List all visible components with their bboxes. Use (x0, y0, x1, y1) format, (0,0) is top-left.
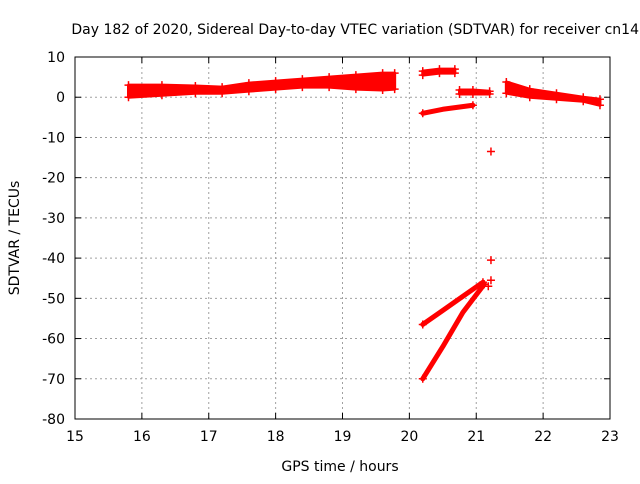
data-point (244, 79, 253, 88)
x-tick-label: 15 (66, 429, 84, 445)
data-point (378, 69, 387, 78)
y-tick-label: 0 (56, 90, 65, 106)
data-point (191, 81, 200, 90)
x-tick-label: 23 (601, 429, 619, 445)
x-axis-label: GPS time / hours (281, 459, 398, 475)
data-point (502, 89, 511, 98)
y-tick-label: 10 (47, 50, 65, 66)
x-tick-label: 22 (534, 429, 552, 445)
data-point (378, 85, 387, 94)
y-tick-label: -30 (42, 211, 65, 227)
data-line (420, 102, 476, 116)
data-point (124, 93, 133, 102)
y-tick-label: -60 (42, 332, 65, 348)
data-line (420, 281, 487, 382)
data-point (271, 77, 280, 86)
x-tick-label: 21 (467, 429, 485, 445)
data-layer (124, 65, 604, 383)
data-point (325, 83, 334, 92)
data-point (486, 256, 495, 265)
data-point (157, 91, 166, 100)
data-point (157, 81, 166, 90)
y-tick-label: -50 (42, 291, 65, 307)
y-tick-label: -80 (42, 412, 65, 428)
data-point (418, 109, 427, 118)
data-point (485, 90, 494, 99)
data-point (484, 282, 493, 291)
y-tick-label: -70 (42, 372, 65, 388)
data-point (486, 147, 495, 156)
data-point (595, 101, 604, 110)
y-tick-label: -10 (42, 130, 65, 146)
data-point (271, 85, 280, 94)
y-tick-label: -40 (42, 251, 65, 267)
y-axis-label: SDTVAR / TECUs (7, 181, 23, 296)
data-point (390, 69, 399, 78)
data-point (435, 69, 444, 78)
x-tick-label: 16 (133, 429, 151, 445)
ticks-layer: 15 16 17 18 19 20 21 22 23 10 0 -10 -20 -30 -40 -50 -60 -… (42, 50, 619, 445)
x-tick-label: 17 (200, 429, 218, 445)
data-point (525, 93, 534, 102)
data-point (351, 71, 360, 80)
data-point (124, 81, 133, 90)
data-point (298, 83, 307, 92)
chart-title: Day 182 of 2020, Sidereal Day-to-day VTE… (71, 22, 639, 38)
grid-layer (75, 57, 610, 419)
data-point (191, 89, 200, 98)
data-point (218, 89, 227, 98)
data-point (455, 90, 464, 99)
x-tick-label: 19 (334, 429, 352, 445)
data-point (468, 90, 477, 99)
data-line (420, 279, 486, 327)
x-tick-label: 20 (400, 429, 418, 445)
data-point (390, 85, 399, 94)
data-point (418, 320, 427, 329)
data-point (579, 97, 588, 106)
x-tick-label: 18 (267, 429, 285, 445)
data-point (480, 280, 489, 289)
data-point (418, 71, 427, 80)
data-point (552, 95, 561, 104)
data-point (351, 85, 360, 94)
data-point (298, 75, 307, 84)
data-point (244, 87, 253, 96)
data-point (418, 374, 427, 383)
data-point (502, 77, 511, 86)
data-point (325, 73, 334, 82)
data-point (450, 69, 459, 78)
y-tick-label: -20 (42, 171, 65, 187)
data-point (525, 85, 534, 94)
data-point (486, 276, 495, 285)
data-point (468, 101, 477, 110)
